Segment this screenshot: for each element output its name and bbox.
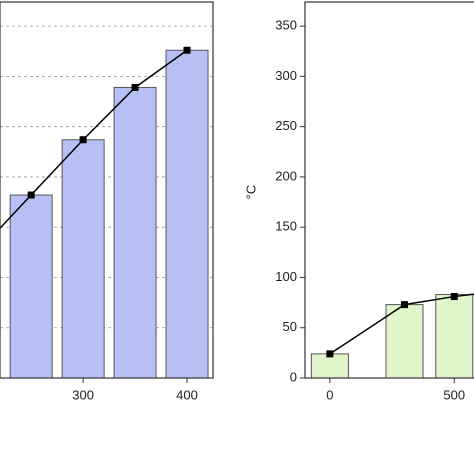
- x-tick-label: 0: [326, 387, 333, 402]
- bar: [165, 49, 209, 378]
- x-tick-label: 400: [176, 387, 198, 402]
- bar: [9, 194, 53, 378]
- y-tick-label: 0: [290, 369, 297, 384]
- y-tick-label: 200: [275, 168, 297, 183]
- y-tick-label: 250: [275, 118, 297, 133]
- x-tick-label: 500: [443, 387, 465, 402]
- plot-frame: [304, 1, 474, 379]
- line: [329, 293, 474, 355]
- bar: [435, 294, 474, 378]
- y-tick-label: 100: [275, 269, 297, 284]
- x-tick-label: 300: [72, 387, 94, 402]
- line-marker: [401, 301, 409, 309]
- panel: 300 400: [0, 1, 214, 402]
- line-marker: [131, 83, 139, 91]
- y-tick-label: 150: [275, 219, 297, 234]
- bar: [61, 139, 105, 378]
- line-marker: [183, 46, 191, 54]
- bar: [385, 304, 424, 378]
- y-tick-label: 350: [275, 18, 297, 33]
- line-marker: [27, 191, 35, 199]
- y-axis-label: °C: [243, 185, 258, 200]
- plot-area: [0, 25, 213, 378]
- line-marker: [326, 350, 334, 358]
- plot-frame: [0, 1, 214, 379]
- line-marker: [79, 136, 87, 144]
- line-marker: [450, 293, 458, 301]
- bar: [113, 86, 157, 378]
- y-tick-label: 300: [275, 68, 297, 83]
- bar: [310, 353, 349, 378]
- panel: 0 50 100 150 200 250 300 350 0 500 °C: [243, 1, 474, 402]
- y-tick-label: 50: [283, 319, 297, 334]
- plot-area: [310, 293, 474, 378]
